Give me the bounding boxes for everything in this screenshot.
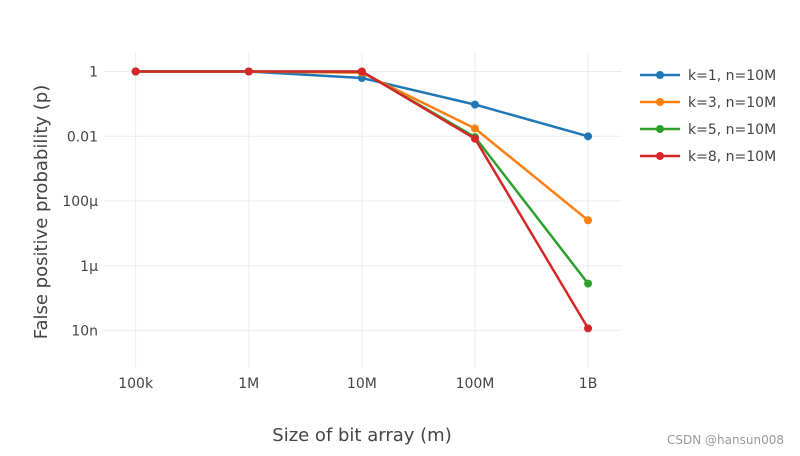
legend-item[interactable]: k=5, n=10M: [640, 122, 776, 138]
data-point: [584, 324, 593, 333]
y-tick-label: 100μ: [62, 194, 98, 210]
data-point: [470, 134, 479, 143]
data-point: [584, 279, 593, 288]
data-point: [131, 67, 140, 76]
x-tick-label: 1M: [238, 376, 259, 392]
series-4: [131, 67, 593, 333]
y-axis-title: False positive probability (p): [31, 85, 52, 339]
series-layer: [131, 67, 593, 333]
x-tick-label: 100M: [456, 376, 495, 392]
legend-swatch-marker: [656, 71, 664, 79]
data-point: [584, 132, 593, 141]
legend-label: k=5, n=10M: [688, 122, 776, 138]
legend-label: k=3, n=10M: [688, 95, 776, 111]
legend-item[interactable]: k=1, n=10M: [640, 68, 776, 84]
y-tick-label: 1: [89, 64, 98, 80]
y-tick-label: 0.01: [67, 129, 98, 145]
x-tick-label: 1B: [579, 376, 598, 392]
legend-item[interactable]: k=3, n=10M: [640, 95, 776, 111]
legend-swatch-marker: [656, 152, 664, 160]
legend-label: k=1, n=10M: [688, 68, 776, 84]
y-tick-label: 10n: [71, 324, 98, 340]
x-tick-label: 10M: [347, 376, 377, 392]
watermark: CSDN @hansun008: [667, 433, 784, 447]
y-tick-label: 1μ: [80, 259, 98, 275]
data-point: [357, 67, 366, 76]
grid: [104, 52, 622, 368]
x-tick-label: 100k: [118, 376, 154, 392]
data-point: [470, 124, 479, 133]
legend[interactable]: k=1, n=10M k=3, n=10M k=5, n=10M k=8, n=10M: [640, 68, 776, 165]
y-axis-ticks: 1 0.01 100μ 1μ 10n: [62, 64, 98, 339]
data-point: [470, 100, 479, 109]
legend-swatch-marker: [656, 125, 664, 133]
x-axis-ticks: 100k 1M 10M 100M 1B: [118, 376, 597, 392]
data-point: [584, 216, 593, 225]
legend-swatch-marker: [656, 98, 664, 106]
data-point: [244, 67, 253, 76]
legend-item[interactable]: k=8, n=10M: [640, 149, 776, 165]
legend-label: k=8, n=10M: [688, 149, 776, 165]
x-axis-title: Size of bit array (m): [272, 425, 451, 446]
